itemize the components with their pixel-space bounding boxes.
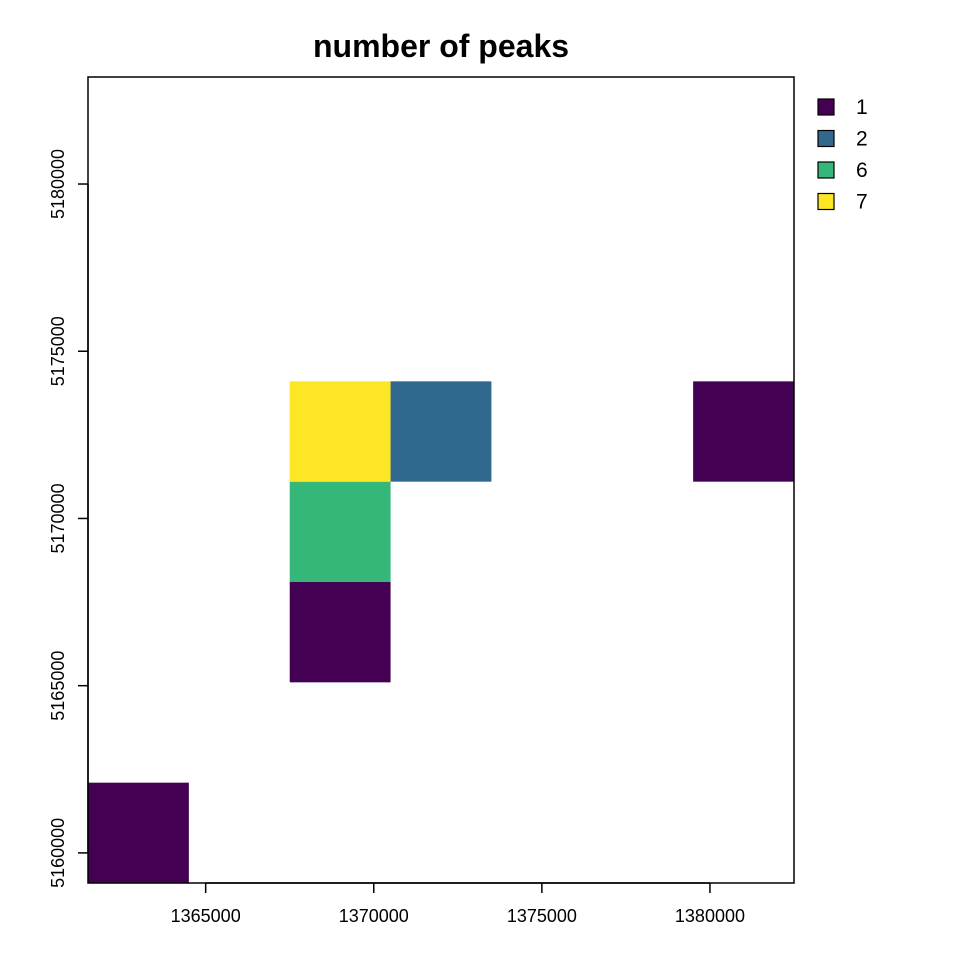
raster-cell (390, 381, 492, 482)
y-tick-label: 5160000 (48, 818, 68, 888)
y-tick-label: 5165000 (48, 651, 68, 721)
raster-cells (88, 381, 794, 883)
y-tick-label: 5170000 (48, 483, 68, 553)
legend-label: 1 (856, 96, 868, 119)
legend-swatch (817, 98, 835, 116)
legend-label: 6 (856, 159, 868, 182)
legend-label: 7 (856, 191, 868, 214)
legend-swatch (817, 192, 835, 211)
y-axis: 5160000 5165000 5170000 5175000 5180000 (48, 149, 89, 888)
legend-label: 2 (856, 128, 868, 151)
legend: 1 2 6 7 (817, 96, 868, 214)
raster-cell (289, 481, 391, 583)
legend-swatch (817, 129, 835, 148)
raster-cell (693, 381, 794, 482)
raster-cell (289, 381, 391, 482)
x-axis: 1365000 1370000 1375000 1380000 (171, 882, 745, 926)
x-tick-label: 1365000 (171, 906, 241, 926)
x-tick-label: 1375000 (507, 906, 577, 926)
legend-swatch (817, 161, 835, 179)
raster-cell (88, 782, 189, 883)
y-tick-label: 5175000 (48, 316, 68, 386)
y-tick-label: 5180000 (48, 149, 68, 219)
raster-cell (289, 582, 391, 683)
x-tick-label: 1380000 (675, 906, 745, 926)
chart-title: number of peaks (313, 28, 569, 64)
x-tick-label: 1370000 (339, 906, 409, 926)
